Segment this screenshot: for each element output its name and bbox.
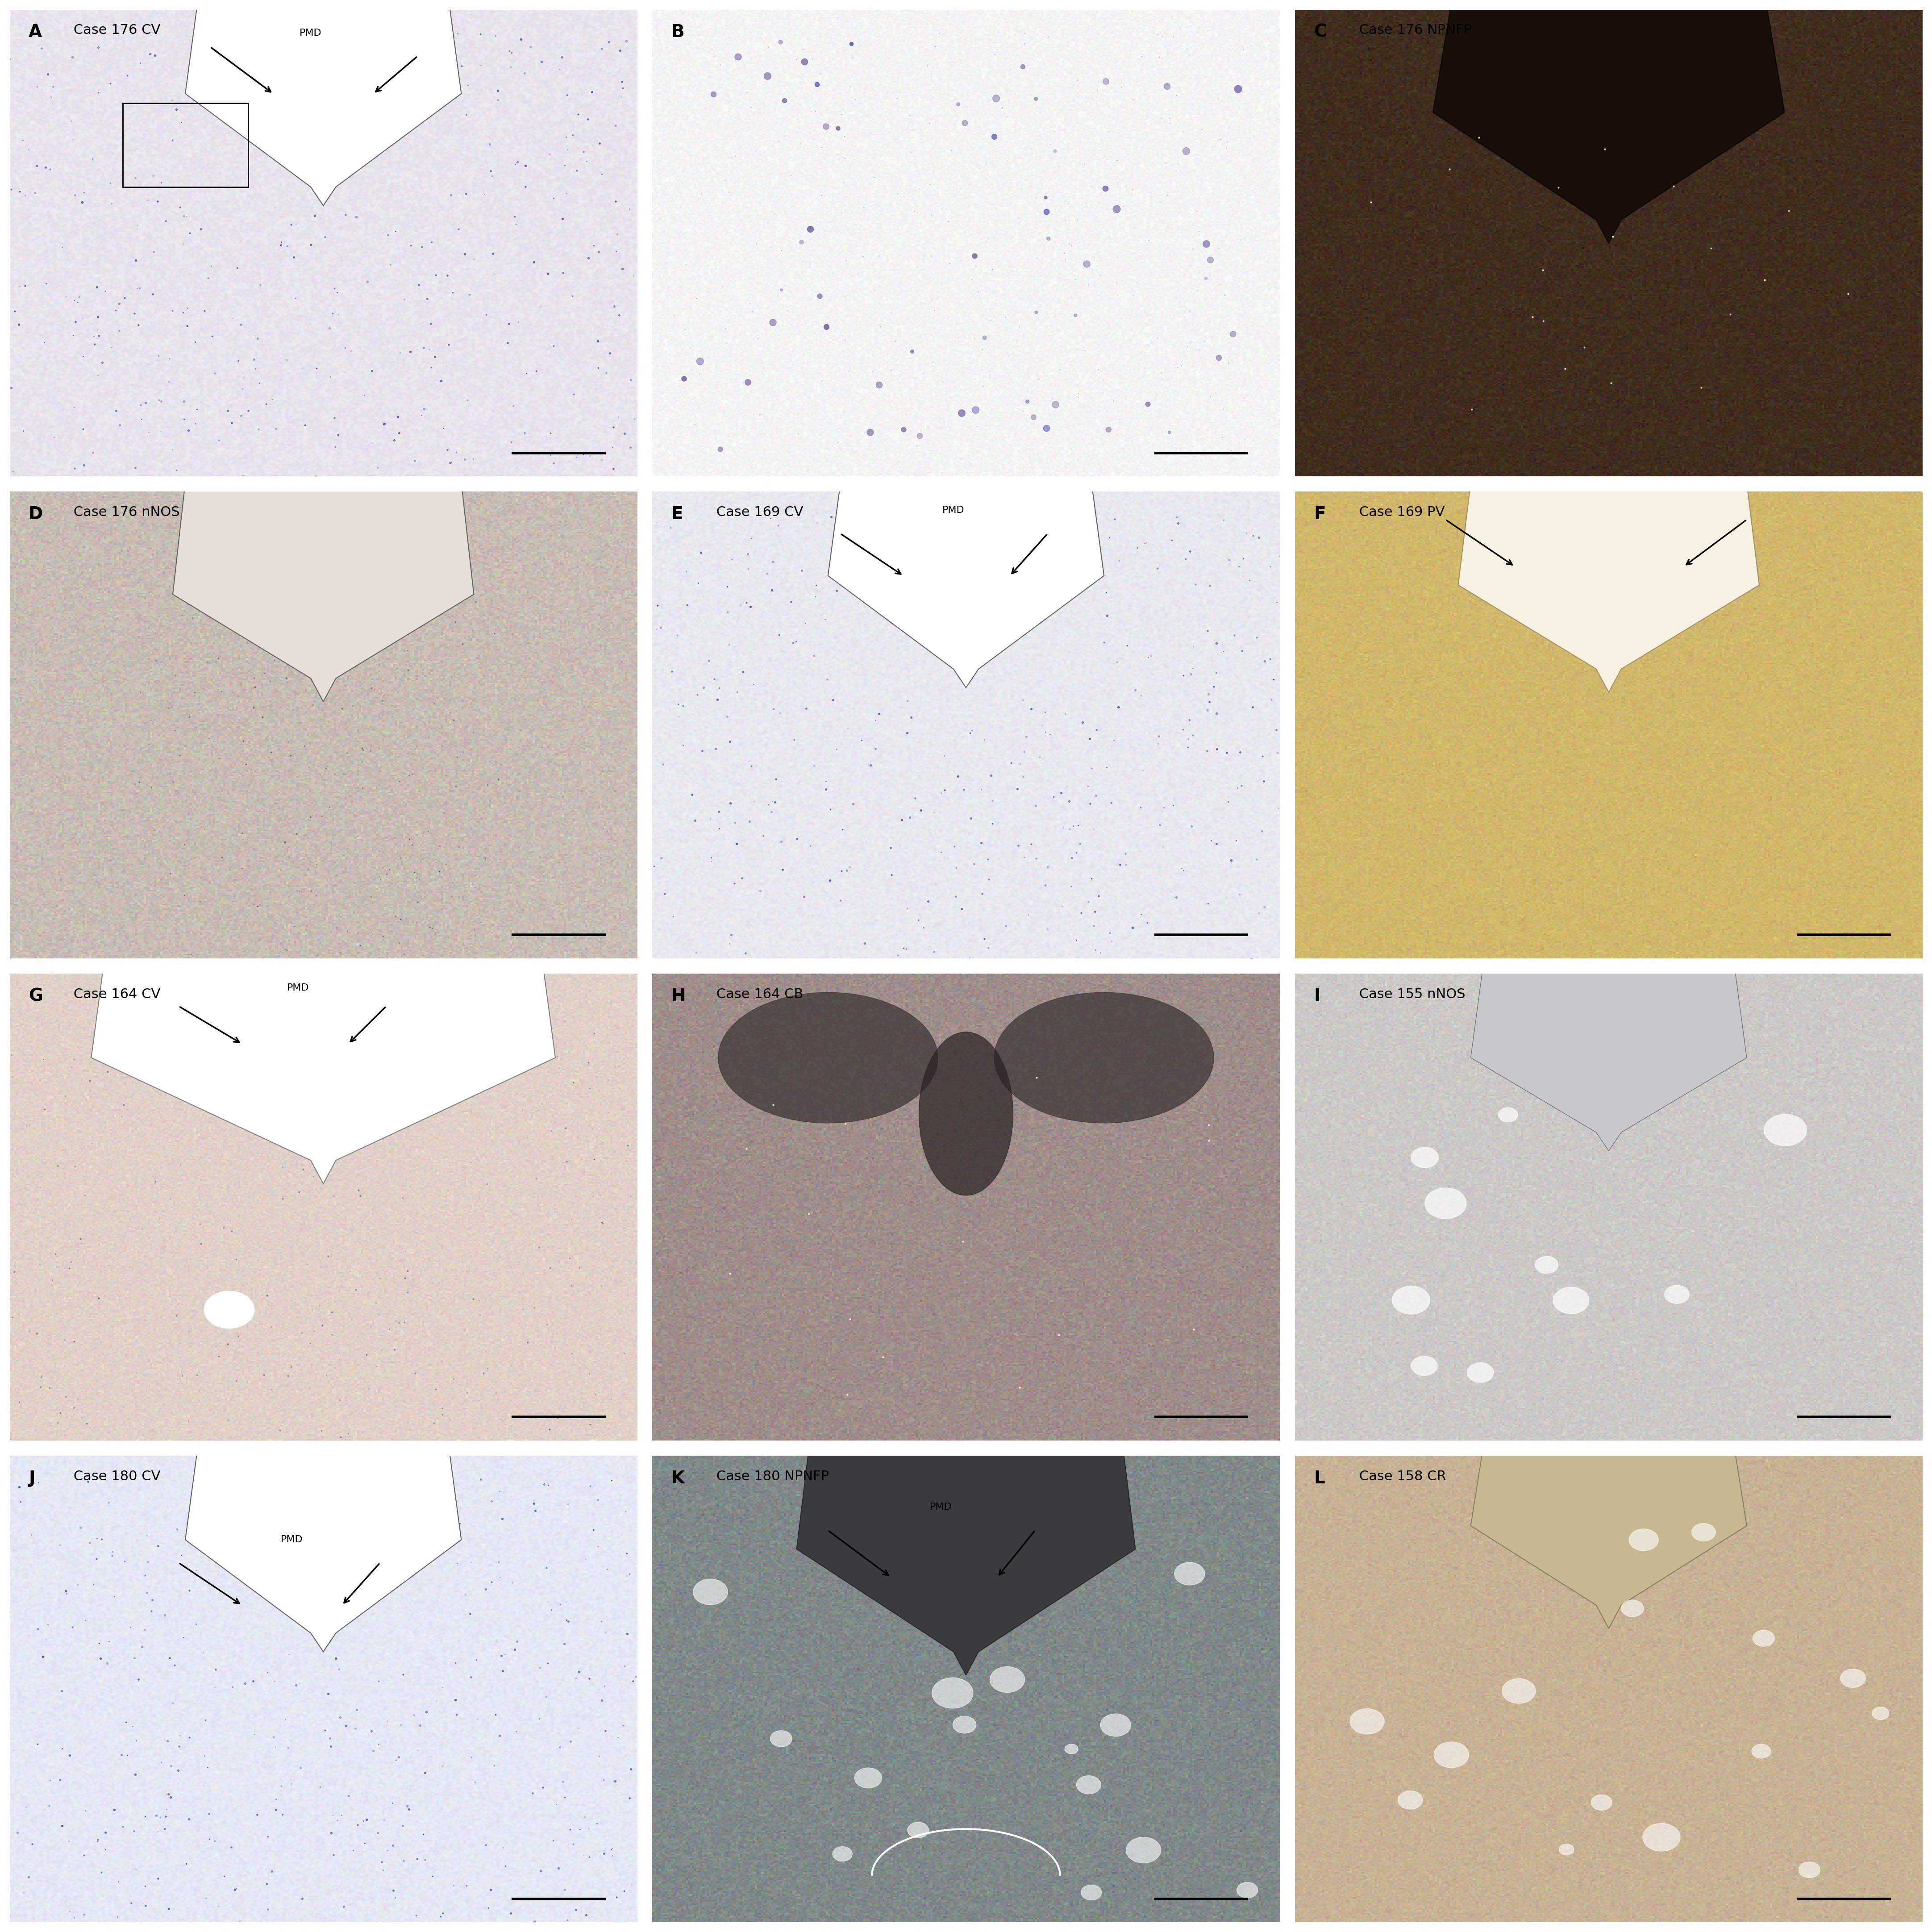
- Circle shape: [694, 1578, 728, 1605]
- Ellipse shape: [920, 1032, 1012, 1196]
- Text: F: F: [1314, 506, 1325, 524]
- Text: Case 169 PV: Case 169 PV: [1354, 506, 1445, 518]
- Circle shape: [1065, 1745, 1078, 1754]
- Circle shape: [1559, 1843, 1575, 1855]
- Text: PMD: PMD: [943, 506, 964, 514]
- Circle shape: [1082, 1886, 1101, 1899]
- Text: PMD: PMD: [280, 1536, 303, 1544]
- Circle shape: [1553, 1287, 1588, 1314]
- Polygon shape: [172, 483, 473, 701]
- Text: H: H: [670, 987, 686, 1005]
- Circle shape: [989, 1667, 1024, 1692]
- Text: B: B: [670, 23, 684, 41]
- Circle shape: [1692, 1522, 1716, 1542]
- Circle shape: [1424, 1188, 1466, 1219]
- Circle shape: [1629, 1528, 1658, 1551]
- Circle shape: [1410, 1356, 1437, 1376]
- Bar: [122, 102, 247, 187]
- Circle shape: [1872, 1708, 1889, 1719]
- Text: Case 176 CV: Case 176 CV: [70, 23, 160, 37]
- Circle shape: [1393, 1287, 1430, 1314]
- Circle shape: [1410, 1148, 1439, 1167]
- Circle shape: [1175, 1563, 1206, 1584]
- Circle shape: [1236, 1882, 1258, 1897]
- Polygon shape: [1459, 483, 1760, 692]
- Text: PMD: PMD: [288, 983, 309, 993]
- Text: Case 164 CB: Case 164 CB: [713, 987, 804, 1001]
- Text: Case 176 nNOS: Case 176 nNOS: [70, 506, 180, 518]
- Circle shape: [833, 1847, 852, 1861]
- Circle shape: [1592, 1795, 1611, 1810]
- Text: Case 158 CR: Case 158 CR: [1354, 1470, 1447, 1482]
- Text: K: K: [670, 1470, 684, 1488]
- Polygon shape: [829, 483, 1103, 688]
- Circle shape: [771, 1731, 792, 1747]
- Circle shape: [1536, 1256, 1557, 1273]
- Polygon shape: [796, 1447, 1136, 1675]
- Polygon shape: [91, 964, 554, 1184]
- Circle shape: [1466, 1362, 1493, 1383]
- Circle shape: [1642, 1824, 1681, 1851]
- Circle shape: [1799, 1862, 1820, 1878]
- Circle shape: [1126, 1837, 1161, 1862]
- Text: J: J: [29, 1470, 35, 1488]
- Ellipse shape: [719, 993, 937, 1122]
- Text: PMD: PMD: [929, 1503, 952, 1511]
- Circle shape: [1499, 1107, 1519, 1122]
- Text: Case 164 CV: Case 164 CV: [70, 987, 160, 1001]
- Circle shape: [1101, 1714, 1130, 1737]
- Circle shape: [908, 1822, 929, 1837]
- Text: PMD: PMD: [299, 29, 323, 37]
- Text: Case 180 CV: Case 180 CV: [70, 1470, 160, 1482]
- Polygon shape: [1470, 1447, 1747, 1629]
- Text: E: E: [670, 506, 684, 524]
- Text: G: G: [29, 987, 43, 1005]
- Circle shape: [1076, 1776, 1101, 1795]
- Circle shape: [1764, 1115, 1806, 1146]
- Circle shape: [1752, 1745, 1772, 1758]
- Circle shape: [1841, 1669, 1866, 1687]
- Polygon shape: [185, 1447, 462, 1652]
- Text: A: A: [29, 23, 43, 41]
- Circle shape: [1752, 1631, 1774, 1646]
- Text: C: C: [1314, 23, 1327, 41]
- Polygon shape: [185, 0, 462, 205]
- Ellipse shape: [995, 993, 1213, 1122]
- Polygon shape: [1470, 964, 1747, 1151]
- Text: Case 169 CV: Case 169 CV: [713, 506, 804, 518]
- Text: Case 180 NPNFP: Case 180 NPNFP: [713, 1470, 829, 1482]
- Circle shape: [931, 1677, 974, 1708]
- Circle shape: [1501, 1679, 1536, 1704]
- Text: Case 176 NPNFP: Case 176 NPNFP: [1354, 23, 1472, 37]
- Text: Case 155 nNOS: Case 155 nNOS: [1354, 987, 1464, 1001]
- Text: L: L: [1314, 1470, 1325, 1488]
- Circle shape: [1399, 1791, 1422, 1808]
- Circle shape: [1350, 1708, 1385, 1735]
- Text: D: D: [29, 506, 43, 524]
- Circle shape: [854, 1768, 881, 1789]
- Text: I: I: [1314, 987, 1320, 1005]
- Polygon shape: [1434, 0, 1785, 243]
- Circle shape: [952, 1716, 976, 1733]
- Circle shape: [205, 1291, 255, 1329]
- Circle shape: [1434, 1743, 1468, 1768]
- Circle shape: [1665, 1285, 1689, 1304]
- Circle shape: [1621, 1600, 1644, 1617]
